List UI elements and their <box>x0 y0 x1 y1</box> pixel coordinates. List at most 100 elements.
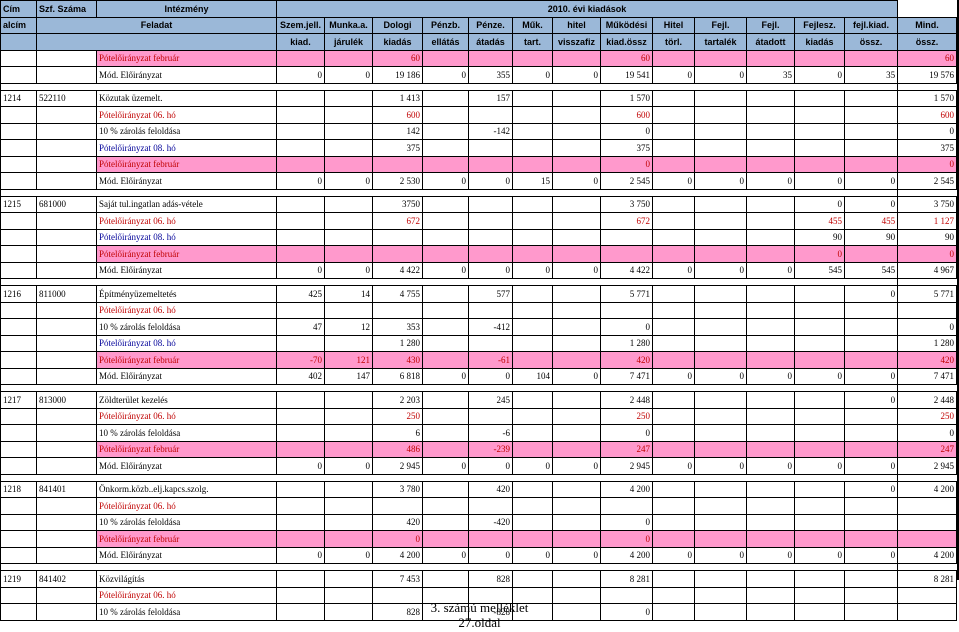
value-cell: -412 <box>468 318 513 336</box>
value-cell <box>843 603 899 621</box>
szf-cell <box>36 122 97 140</box>
value-cell <box>512 391 553 409</box>
spacer-cell <box>0 83 899 90</box>
value-cell <box>422 424 469 442</box>
value-cell <box>276 391 325 409</box>
value-cell <box>652 139 695 157</box>
value-cell <box>694 285 747 303</box>
item-name-cell: Pótelőirányzat 06. hó <box>96 106 277 124</box>
header-cell: Feladat <box>36 16 277 34</box>
value-cell <box>552 139 601 157</box>
value-cell <box>468 212 513 230</box>
footer-page: 27.oldal <box>458 615 501 630</box>
value-cell: 0 <box>652 367 695 385</box>
value-cell: 0 <box>372 530 423 548</box>
value-cell: 250 <box>600 407 653 425</box>
value-cell: -420 <box>468 513 513 531</box>
value-cell <box>324 391 373 409</box>
value-cell: 577 <box>468 285 513 303</box>
value-cell <box>512 195 553 213</box>
value-cell <box>843 424 899 442</box>
header-cell: visszafiz <box>552 33 601 51</box>
item-name-cell: Mód. Előirányzat <box>96 457 277 475</box>
cim-cell <box>0 172 37 190</box>
value-cell <box>512 49 553 67</box>
value-cell: 0 <box>422 367 469 385</box>
value-cell <box>652 424 695 442</box>
value-cell <box>276 212 325 230</box>
value-cell: 0 <box>276 172 325 190</box>
value-cell: 3 750 <box>897 195 957 213</box>
value-cell <box>652 155 695 173</box>
value-cell: 1 570 <box>600 89 653 107</box>
value-cell: 2 945 <box>600 457 653 475</box>
value-cell <box>694 301 747 319</box>
item-name-cell: 10 % zárolás feloldása <box>96 513 277 531</box>
item-name-cell: Pótelőirányzat február <box>96 245 277 263</box>
value-cell: 0 <box>276 457 325 475</box>
table-row: Mód. Előirányzat 0 0 4 422 0 0 0 0 4 422 0 0 0 545 54… <box>0 261 957 279</box>
szf-cell: 813000 <box>36 391 97 409</box>
cim-cell <box>0 301 37 319</box>
value-cell: 0 <box>652 172 695 190</box>
value-cell <box>746 228 795 246</box>
value-cell: 0 <box>843 367 899 385</box>
value-cell: 5 771 <box>600 285 653 303</box>
value-cell <box>372 155 423 173</box>
szf-cell <box>36 66 97 84</box>
value-cell: 0 <box>843 391 899 409</box>
value-cell: 7 471 <box>897 367 957 385</box>
value-cell: 2 545 <box>600 172 653 190</box>
value-cell <box>746 106 795 124</box>
value-cell: 1 280 <box>897 334 957 352</box>
value-cell <box>694 89 747 107</box>
value-cell <box>746 530 795 548</box>
footer: 3. számú melléklet 27.oldal <box>0 600 959 630</box>
item-name-cell: Pótelőirányzat február <box>96 440 277 458</box>
value-cell: 0 <box>897 122 957 140</box>
value-cell <box>276 139 325 157</box>
value-cell: 0 <box>843 285 899 303</box>
header-szf: Szf. Száma <box>36 0 97 18</box>
value-cell: -142 <box>468 122 513 140</box>
value-cell: 2 945 <box>372 457 423 475</box>
value-cell: 1 280 <box>600 334 653 352</box>
table-row: Pótelőirányzat február 0 0 <box>0 245 957 263</box>
header-cell: járulék <box>324 33 373 51</box>
header-cell: tartalék <box>694 33 747 51</box>
value-cell: 0 <box>600 155 653 173</box>
value-cell: 0 <box>652 66 695 84</box>
value-cell <box>512 440 553 458</box>
value-cell: 35 <box>843 66 899 84</box>
value-cell <box>897 513 957 531</box>
value-cell <box>843 49 899 67</box>
value-cell <box>512 318 553 336</box>
value-cell <box>276 480 325 498</box>
value-cell <box>324 570 373 588</box>
value-cell <box>843 351 899 369</box>
header-cell: hitel <box>552 16 601 34</box>
value-cell <box>276 440 325 458</box>
cim-cell <box>0 367 37 385</box>
value-cell <box>694 155 747 173</box>
value-cell <box>512 212 553 230</box>
value-cell: 430 <box>372 351 423 369</box>
value-cell <box>652 480 695 498</box>
value-cell <box>468 106 513 124</box>
header-cell: fejl.kiad. <box>843 16 899 34</box>
cim-cell <box>0 424 37 442</box>
table-row: Mód. Előirányzat 0 0 4 200 0 0 0 0 4 200 0 0 0 0 0 4 2… <box>0 546 957 564</box>
header-cell: Szem.jell. <box>276 16 325 34</box>
value-cell <box>552 155 601 173</box>
header-cell: átadás <box>468 33 513 51</box>
item-name-cell: Mód. Előirányzat <box>96 367 277 385</box>
item-name-cell: 10 % zárolás feloldása <box>96 122 277 140</box>
value-cell <box>652 106 695 124</box>
value-cell: 0 <box>794 195 845 213</box>
value-cell <box>552 212 601 230</box>
table-row: 10 % zárolás feloldása 420 -420 0 <box>0 513 957 531</box>
value-cell: 0 <box>600 424 653 442</box>
value-cell <box>276 49 325 67</box>
value-cell: 1 570 <box>897 89 957 107</box>
